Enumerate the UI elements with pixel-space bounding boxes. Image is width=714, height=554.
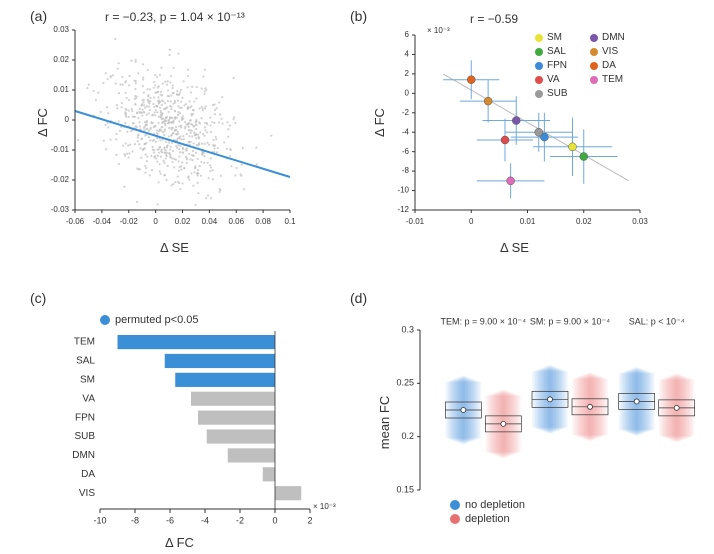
svg-text:-6: -6 <box>402 147 410 156</box>
svg-text:-0.02: -0.02 <box>51 175 70 184</box>
legend-VIS: VIS <box>590 46 618 57</box>
svg-text:0: 0 <box>469 217 474 226</box>
svg-text:permuted p<0.05: permuted p<0.05 <box>115 314 198 326</box>
svg-text:-0.02: -0.02 <box>120 217 139 226</box>
svg-text:SAL: SAL <box>76 356 95 367</box>
svg-text:-0.04: -0.04 <box>93 217 112 226</box>
svg-text:2: 2 <box>405 69 410 78</box>
svg-text:0: 0 <box>272 515 277 525</box>
svg-text:VIS: VIS <box>79 488 95 499</box>
panel-a-scatter: -0.06-0.04-0.0200.020.040.060.080.1-0.03… <box>65 25 295 225</box>
svg-text:0.08: 0.08 <box>255 217 271 226</box>
svg-text:0.06: 0.06 <box>228 217 244 226</box>
svg-text:-0.06: -0.06 <box>66 217 85 226</box>
panel-b-ylabel: Δ FC <box>372 108 387 137</box>
svg-text:× 10⁻³: × 10⁻³ <box>313 502 336 511</box>
svg-text:-4: -4 <box>201 515 209 525</box>
svg-text:0.15: 0.15 <box>396 484 414 494</box>
svg-text:0: 0 <box>405 88 410 97</box>
panel-b-xlabel: Δ SE <box>500 240 529 255</box>
svg-text:0: 0 <box>65 115 70 124</box>
svg-text:0.01: 0.01 <box>520 217 536 226</box>
svg-text:TEM: TEM <box>74 337 95 348</box>
panel-d-label: (d) <box>350 290 367 306</box>
svg-text:SAL: p < 10⁻⁴: SAL: p < 10⁻⁴ <box>629 316 685 326</box>
svg-text:0.3: 0.3 <box>401 324 414 334</box>
svg-text:0.02: 0.02 <box>576 217 592 226</box>
svg-text:0.02: 0.02 <box>53 55 69 64</box>
svg-text:0.25: 0.25 <box>396 378 414 388</box>
svg-text:-0.01: -0.01 <box>406 217 425 226</box>
panel-d-ylabel: mean FC <box>377 396 392 449</box>
svg-text:-0.01: -0.01 <box>51 145 70 154</box>
svg-text:-2: -2 <box>236 515 244 525</box>
svg-text:VA: VA <box>82 393 95 404</box>
svg-text:2: 2 <box>307 515 312 525</box>
svg-text:0.1: 0.1 <box>284 217 296 226</box>
panel-b-label: (b) <box>350 8 367 24</box>
svg-text:FPN: FPN <box>75 412 95 423</box>
svg-text:depletion: depletion <box>465 513 510 525</box>
legend-VA: VA <box>535 74 560 85</box>
panel-c-bars: permuted p<0.05TEMSALSMVAFPNSUBDMNDAVIS-… <box>65 310 325 520</box>
svg-text:no depletion: no depletion <box>465 499 525 511</box>
svg-text:0.03: 0.03 <box>53 25 69 34</box>
panel-a-xlabel: Δ SE <box>160 240 189 255</box>
svg-text:SM: SM <box>80 375 95 386</box>
legend-TEM: TEM <box>590 74 623 85</box>
panel-a-ylabel: Δ FC <box>35 108 50 137</box>
legend-FPN: FPN <box>535 60 567 71</box>
svg-text:-0.03: -0.03 <box>51 205 70 214</box>
svg-text:TEM: p = 9.00 × 10⁻⁴: TEM: p = 9.00 × 10⁻⁴ <box>440 316 526 326</box>
legend-DMN: DMN <box>590 32 625 43</box>
svg-text:-6: -6 <box>166 515 174 525</box>
svg-text:6: 6 <box>405 30 410 39</box>
svg-text:SUB: SUB <box>74 431 95 442</box>
svg-text:-10: -10 <box>93 515 106 525</box>
svg-text:-8: -8 <box>402 166 410 175</box>
legend-SM: SM <box>535 32 562 43</box>
panel-d-violin: 0.150.20.250.3TEM: p = 9.00 × 10⁻⁴SM: p … <box>400 310 700 520</box>
panel-b-stat: r = −0.59 <box>470 12 518 26</box>
panel-a-label: (a) <box>30 8 47 24</box>
legend-SUB: SUB <box>535 88 568 99</box>
svg-text:DA: DA <box>81 469 95 480</box>
legend-SAL: SAL <box>535 46 566 57</box>
svg-text:SM: p = 9.00 × 10⁻⁴: SM: p = 9.00 × 10⁻⁴ <box>530 316 610 326</box>
svg-text:0.2: 0.2 <box>401 431 414 441</box>
legend-DA: DA <box>590 60 616 71</box>
svg-text:0.01: 0.01 <box>53 85 69 94</box>
svg-text:-10: -10 <box>397 186 409 195</box>
panel-c-label: (c) <box>30 290 46 306</box>
svg-text:4: 4 <box>405 50 410 59</box>
svg-text:DMN: DMN <box>72 450 95 461</box>
svg-text:-2: -2 <box>402 108 410 117</box>
svg-text:0.04: 0.04 <box>202 217 218 226</box>
panel-a-stat: r = −0.23, p = 1.04 × 10⁻¹³ <box>105 10 245 24</box>
svg-text:0.02: 0.02 <box>175 217 191 226</box>
svg-text:0: 0 <box>153 217 158 226</box>
svg-text:-8: -8 <box>131 515 139 525</box>
svg-text:-12: -12 <box>397 205 409 214</box>
svg-text:× 10⁻³: × 10⁻³ <box>427 26 450 35</box>
svg-text:-4: -4 <box>402 127 410 136</box>
panel-c-xlabel: Δ FC <box>165 535 194 550</box>
svg-text:0.03: 0.03 <box>632 217 648 226</box>
